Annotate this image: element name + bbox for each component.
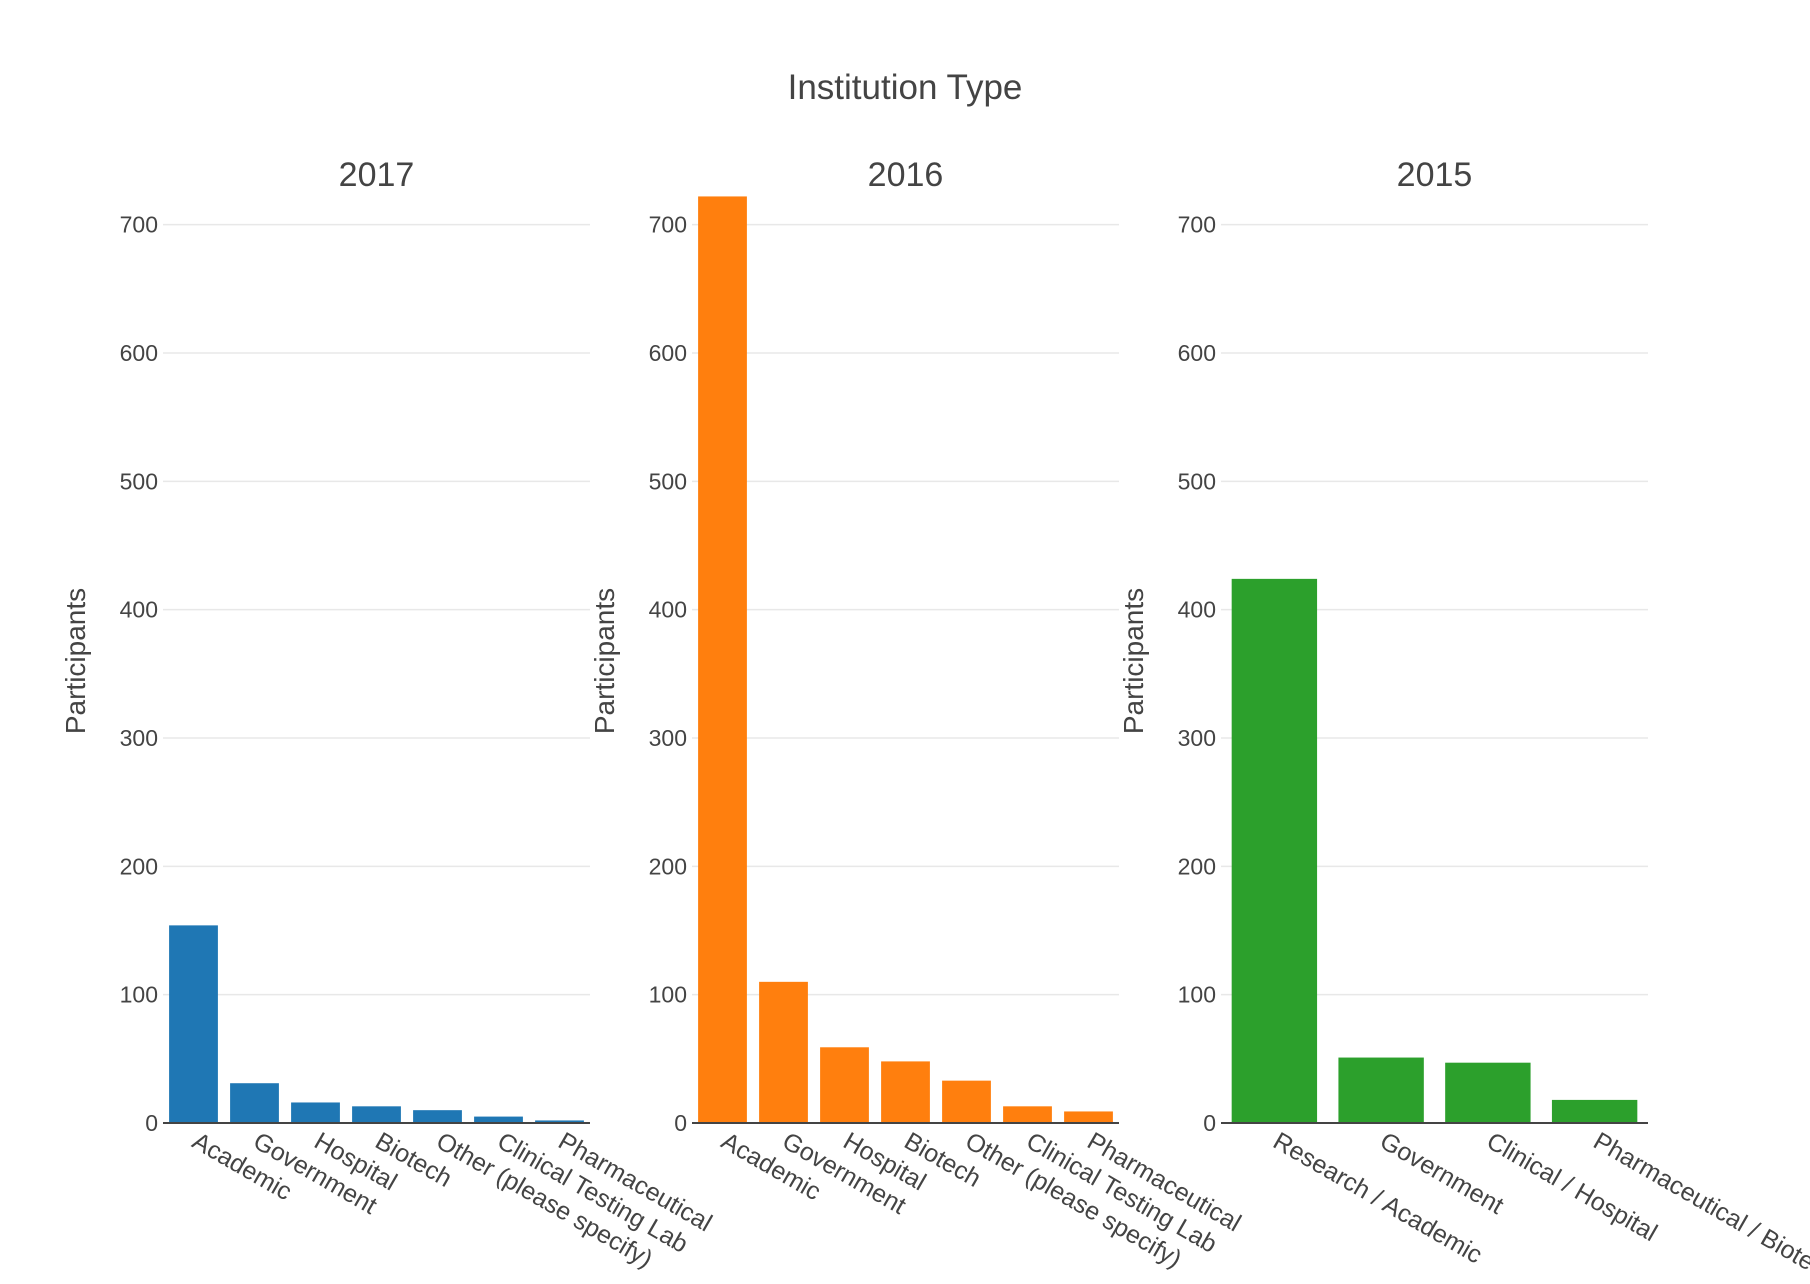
y-tick-label: 300 <box>120 725 158 751</box>
bar-Pharmaceutical <box>1064 1111 1113 1123</box>
bar-Research / Academic <box>1231 578 1318 1123</box>
bar-Government <box>759 981 808 1123</box>
y-tick-label: 400 <box>120 597 158 623</box>
y-tick-label: 200 <box>649 853 687 879</box>
y-tick-label: 500 <box>1178 468 1216 494</box>
bar-Biotech <box>352 1106 401 1123</box>
y-tick-label: 300 <box>1178 725 1216 751</box>
y-tick-label: 0 <box>145 1110 158 1136</box>
bar-Academic <box>698 196 747 1123</box>
bar-Government <box>230 1083 279 1123</box>
subplot-title: 2016 <box>868 156 944 194</box>
y-tick-label: 500 <box>649 468 687 494</box>
y-tick-label: 200 <box>120 853 158 879</box>
bar-Academic <box>169 925 218 1123</box>
bar-Clinical Testing Lab <box>1003 1106 1052 1123</box>
y-tick-label: 100 <box>1178 982 1216 1008</box>
y-tick-label: 700 <box>120 212 158 238</box>
y-tick-label: 500 <box>120 468 158 494</box>
y-tick-label: 300 <box>649 725 687 751</box>
y-tick-label: 600 <box>1178 340 1216 366</box>
subplot-2015: 20150100200300400500600700ParticipantsRe… <box>1118 156 1810 1284</box>
subplot-title: 2017 <box>339 156 415 194</box>
y-axis-title: Participants <box>589 588 620 734</box>
y-tick-label: 100 <box>649 982 687 1008</box>
y-tick-label: 100 <box>120 982 158 1008</box>
bar-Clinical / Hospital <box>1445 1062 1531 1123</box>
bar-Hospital <box>291 1102 340 1123</box>
bar-Other (please specify) <box>413 1110 462 1123</box>
y-tick-label: 600 <box>649 340 687 366</box>
subplot-title: 2015 <box>1397 156 1473 194</box>
y-axis-title: Participants <box>1118 588 1149 734</box>
chart-title: Institution Type <box>788 68 1023 107</box>
bar-Government <box>1338 1057 1424 1123</box>
y-tick-label: 600 <box>120 340 158 366</box>
y-tick-label: 400 <box>649 597 687 623</box>
bar-Hospital <box>820 1047 869 1123</box>
bar-Pharmaceutical / Biotech <box>1551 1099 1638 1123</box>
y-tick-label: 700 <box>1178 212 1216 238</box>
bar-Pharmaceutical <box>535 1120 584 1123</box>
bar-Clinical Testing Lab <box>474 1116 523 1123</box>
y-tick-label: 0 <box>674 1110 687 1136</box>
y-tick-label: 400 <box>1178 597 1216 623</box>
y-tick-label: 200 <box>1178 853 1216 879</box>
y-tick-label: 0 <box>1203 1110 1216 1136</box>
y-axis-title: Participants <box>60 588 91 734</box>
bar-Other (please specify) <box>942 1080 991 1123</box>
y-tick-label: 700 <box>649 212 687 238</box>
bar-Biotech <box>881 1061 930 1123</box>
